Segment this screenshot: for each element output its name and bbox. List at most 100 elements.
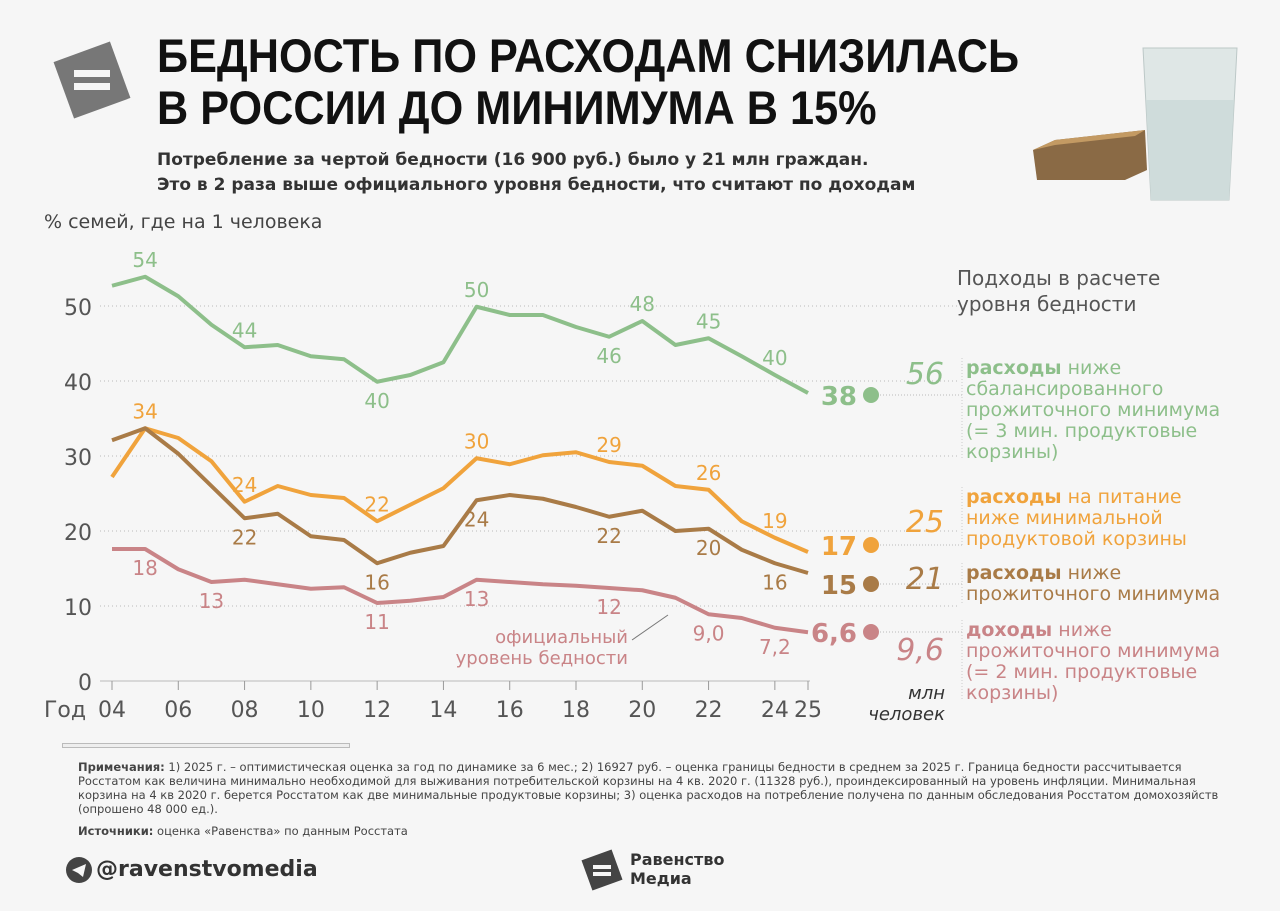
legend-item-brown: расходы ниже прожиточного минимума	[966, 563, 1236, 605]
x-tick-label: 14	[429, 698, 457, 723]
millions-unit-label: млн человек	[868, 683, 945, 725]
logo-icon	[53, 41, 131, 119]
y-axis-label: % семей, где на 1 человека	[44, 211, 323, 233]
legend-text: на питание ниже минимальной продуктовой …	[966, 486, 1187, 550]
end-value-label: 38	[821, 382, 857, 412]
annotation-leader	[631, 614, 669, 641]
y-tick-label: 10	[64, 596, 92, 621]
data-label: 22	[232, 525, 257, 549]
series-line-green	[111, 274, 809, 395]
series-marker-orange	[863, 537, 879, 553]
data-label: 22	[364, 492, 389, 516]
notes-label: Примечания:	[78, 760, 165, 774]
data-label: 24	[464, 507, 489, 531]
x-tick-label: 18	[562, 698, 590, 723]
end-value-label: 17	[821, 532, 857, 562]
end-value-label: 15	[821, 571, 857, 601]
data-label: 7,2	[759, 635, 791, 659]
y-tick-label: 20	[64, 521, 92, 546]
series-line-pink	[112, 547, 809, 635]
legend-bold: доходы	[966, 619, 1053, 641]
legend-item-pink: доходы ниже прожиточного минимума (= 2 м…	[966, 620, 1236, 704]
data-label: 18	[132, 556, 157, 580]
title-line-1: БЕДНОСТЬ ПО РАСХОДАМ СНИЗИЛАСЬ	[157, 29, 1020, 82]
page-title: БЕДНОСТЬ ПО РАСХОДАМ СНИЗИЛАСЬ В РОССИИ …	[157, 30, 1019, 134]
x-tick-label: 04	[98, 698, 126, 723]
horizontal-scrollbar[interactable]	[62, 743, 350, 748]
y-tick-label: 50	[64, 296, 92, 321]
millions-pink: 9,6	[896, 633, 944, 668]
telegram-icon	[66, 857, 92, 883]
legend-bold: расходы	[966, 486, 1062, 508]
legend-text: ниже прожиточного минимума	[966, 562, 1221, 605]
x-tick-label: 20	[628, 698, 656, 723]
subtitle: Потребление за чертой бедности (16 900 р…	[157, 148, 915, 198]
brand-line-2: Медиа	[630, 869, 692, 888]
legend-text: ниже сбалансированного прожиточного мини…	[966, 357, 1221, 463]
y-tick-label: 0	[78, 671, 92, 696]
x-tick-label: 10	[297, 698, 325, 723]
sources-label: Источники:	[78, 824, 154, 838]
x-tick-label: 12	[363, 698, 391, 723]
data-label: 46	[596, 344, 621, 368]
data-label: 16	[762, 570, 787, 594]
brand-name: Равенство Медиа	[630, 850, 724, 888]
data-label: 29	[596, 433, 621, 457]
y-tick-label: 30	[64, 446, 92, 471]
brand-line-1: Равенство	[630, 850, 725, 869]
telegram-handle-link[interactable]: @ravenstvomedia	[96, 857, 318, 882]
title-line-2: В РОССИИ ДО МИНИМУМА В 15%	[157, 81, 877, 134]
x-tick-label: 08	[231, 698, 259, 723]
x-tick-label: 24	[761, 698, 789, 723]
data-label: 40	[762, 346, 787, 370]
data-label: 11	[364, 610, 389, 634]
data-label: 16	[364, 570, 389, 594]
data-label: 30	[464, 429, 489, 453]
legend-bold: расходы	[966, 357, 1062, 379]
legend-bold: расходы	[966, 562, 1062, 584]
data-label: 12	[596, 595, 621, 619]
series-marker-brown	[863, 576, 879, 592]
data-label: 20	[696, 536, 721, 560]
x-tick-label: 25	[794, 698, 822, 723]
legend-title: Подходы в расчете уровня бедности	[957, 266, 1161, 316]
series-marker-pink	[863, 624, 879, 640]
data-label: 19	[762, 509, 787, 533]
notes: Примечания: 1) 2025 г. – оптимистическая…	[78, 760, 1228, 816]
x-tick-label: 06	[164, 698, 192, 723]
subtitle-line-1: Потребление за чертой бедности (16 900 р…	[157, 150, 869, 170]
data-label: 13	[464, 587, 489, 611]
notes-text: 1) 2025 г. – оптимистическая оценка за г…	[78, 760, 1219, 816]
x-tick-label: 22	[695, 698, 723, 723]
data-label: 48	[630, 292, 655, 316]
sources: Источники: оценка «Равенства» по данным …	[78, 824, 408, 838]
legend-text: ниже прожиточного минимума (= 2 мин. про…	[966, 619, 1221, 704]
x-axis-label: Год	[44, 698, 86, 723]
data-label: 13	[199, 589, 224, 613]
bread-and-glass-illustration	[1033, 47, 1238, 201]
data-label: 50	[464, 278, 489, 302]
data-label: 54	[132, 248, 157, 272]
legend-item-green: расходы ниже сбалансированного прожиточн…	[966, 358, 1236, 463]
millions-orange: 25	[905, 505, 944, 540]
end-value-label: 6,6	[811, 619, 857, 649]
data-label: 45	[696, 309, 721, 333]
sources-text: оценка «Равенства» по данным Росстата	[153, 824, 408, 838]
brand-logo-icon	[581, 849, 623, 891]
millions-green: 56	[905, 357, 944, 392]
subtitle-line-2: Это в 2 раза выше официального уровня бе…	[157, 175, 916, 195]
data-label: 24	[232, 473, 257, 497]
millions-brown: 21	[905, 562, 944, 597]
data-label: 40	[364, 389, 389, 413]
data-label: 26	[696, 461, 721, 485]
series-marker-green	[863, 387, 879, 403]
x-tick-label: 16	[496, 698, 524, 723]
data-label: 44	[232, 318, 257, 342]
data-label: 9,0	[693, 621, 725, 645]
series-line-orange	[110, 426, 809, 554]
data-label: 22	[596, 524, 621, 548]
y-tick-label: 40	[64, 371, 92, 396]
data-label: 34	[132, 399, 157, 423]
